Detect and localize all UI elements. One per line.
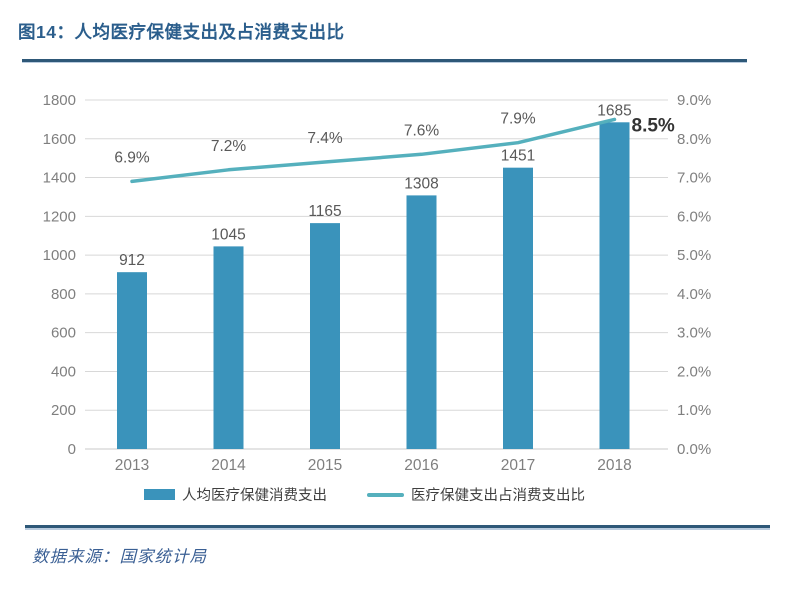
data-source: 数据来源：国家统计局 xyxy=(32,547,207,566)
bar-value-label: 1165 xyxy=(308,203,341,220)
y-axis-tick-label: 1600 xyxy=(43,131,76,148)
bar-value-label: 1451 xyxy=(501,148,535,165)
y2-axis-tick-label: 1.0% xyxy=(677,402,711,419)
y2-axis-tick-label: 2.0% xyxy=(677,363,711,380)
y2-axis-tick-label: 4.0% xyxy=(677,286,711,303)
bar-2013 xyxy=(117,272,147,449)
y-axis-tick-label: 1800 xyxy=(43,92,76,109)
legend-label-line: 医疗保健支出占消费支出比 xyxy=(411,488,585,504)
title-divider xyxy=(22,59,747,63)
line-series-swatch xyxy=(367,492,404,497)
figure-title: 图14：人均医疗保健支出及占消费支出比 xyxy=(18,22,345,42)
y2-axis-tick-label: 7.0% xyxy=(677,170,711,187)
bar-2015 xyxy=(310,223,340,449)
x-axis-tick-label: 2018 xyxy=(597,457,631,474)
legend-item-bar: 人均医疗保健消费支出 xyxy=(144,484,327,505)
bar-value-label: 1045 xyxy=(211,226,245,243)
bar-value-label: 1308 xyxy=(404,175,438,192)
bar-2016 xyxy=(406,195,437,449)
y-axis-tick-label: 1200 xyxy=(43,208,76,225)
bar-value-label: 912 xyxy=(119,252,145,269)
x-axis-tick-label: 2013 xyxy=(115,457,149,474)
x-axis-tick-label: 2016 xyxy=(404,457,438,474)
y-axis-tick-label: 0 xyxy=(68,441,76,458)
chart-canvas: 0 0.0% 200 1.0% 400 2.0% 600 3.0% 800 4.0% 1000 5.0… xyxy=(43,92,712,474)
bar-2014 xyxy=(213,246,244,449)
line-value-label: 6.9% xyxy=(114,149,150,166)
line-value-label: 7.4% xyxy=(307,130,343,147)
x-axis-tick-label: 2014 xyxy=(211,457,246,474)
x-axis-tick-label: 2015 xyxy=(308,457,342,474)
legend-label-bar: 人均医疗保健消费支出 xyxy=(182,488,327,504)
line-value-label: 7.6% xyxy=(404,122,440,139)
combo-chart: 0 0.0% 200 1.0% 400 2.0% 600 3.0% 800 4.0% 1000 5.0… xyxy=(0,75,801,490)
line-final-value-label: 8.5% xyxy=(632,115,675,136)
bar-series-swatch xyxy=(144,489,175,500)
legend-item-line: 医疗保健支出占消费支出比 xyxy=(367,484,585,505)
line-value-label: 7.9% xyxy=(500,111,536,128)
x-axis-tick-label: 2017 xyxy=(501,457,535,474)
y-axis-tick-label: 200 xyxy=(51,402,76,419)
y2-axis-tick-label: 6.0% xyxy=(677,208,711,225)
y-axis-tick-label: 1400 xyxy=(43,170,76,187)
y2-axis-tick-label: 3.0% xyxy=(677,325,711,342)
bar-2018 xyxy=(599,122,630,449)
chart-legend: 人均医疗保健消费支出 医疗保健支出占消费支出比 xyxy=(0,484,801,505)
y2-axis-tick-label: 8.0% xyxy=(677,131,711,148)
y-axis-tick-label: 800 xyxy=(51,286,76,303)
y2-axis-tick-label: 9.0% xyxy=(677,92,711,109)
y2-axis-tick-label: 5.0% xyxy=(677,247,711,264)
trend-line xyxy=(130,117,617,184)
y-axis-tick-label: 600 xyxy=(51,325,76,342)
line-value-label: 7.2% xyxy=(211,138,247,155)
footer-divider xyxy=(25,525,770,530)
y-axis-tick-label: 1000 xyxy=(43,247,76,264)
bar-2017 xyxy=(503,167,533,449)
y2-axis-tick-label: 0.0% xyxy=(677,441,711,458)
y-axis-tick-label: 400 xyxy=(51,363,76,380)
bar-value-label: 1685 xyxy=(597,102,631,119)
